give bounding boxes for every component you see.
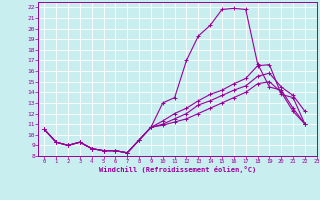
X-axis label: Windchill (Refroidissement éolien,°C): Windchill (Refroidissement éolien,°C) bbox=[99, 166, 256, 173]
